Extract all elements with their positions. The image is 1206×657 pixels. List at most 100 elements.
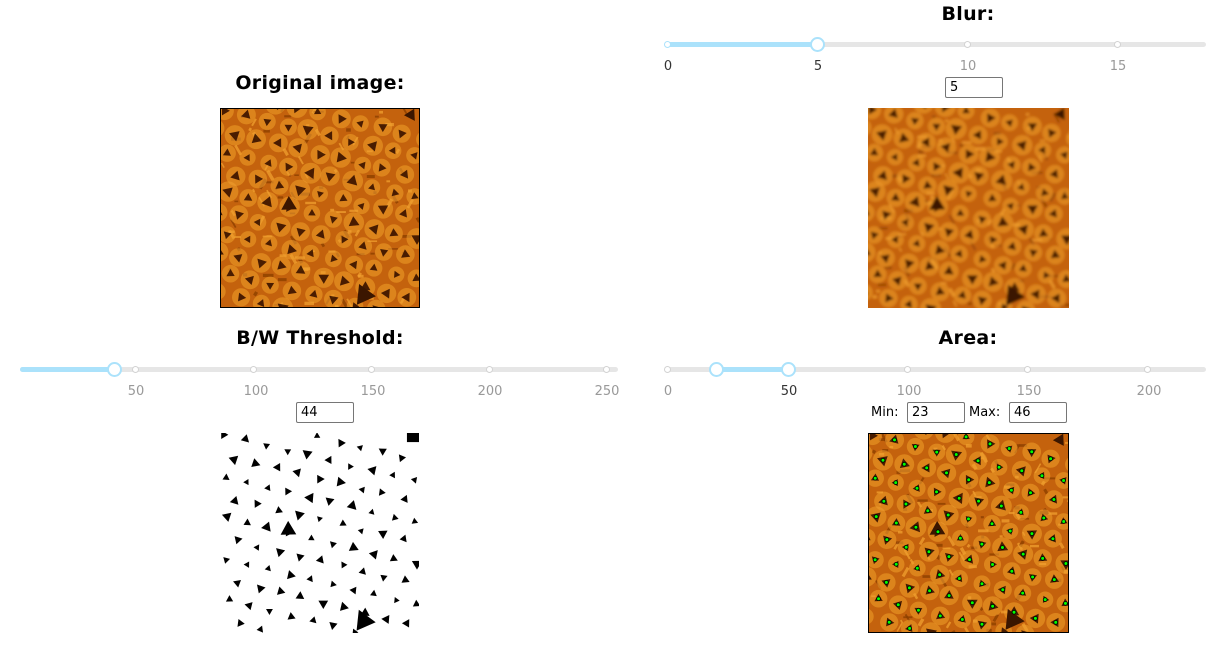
blur-slider-rail[interactable] [668,42,1206,47]
bw-blob [410,477,418,484]
area-tick-label: 150 [1016,384,1042,399]
bw-blob [256,625,264,633]
blur-title: Blur: [941,3,995,25]
area-min-handle[interactable] [709,362,724,377]
bw-blob [349,586,357,595]
bw-blob [341,561,348,569]
detection-marker [904,545,908,549]
bw-blob [400,494,408,503]
detection-marker [904,502,908,506]
detection-marker [1031,575,1035,579]
detection-marker [1040,474,1044,478]
threshold-tick-label: 100 [243,384,269,399]
bw-blob [406,433,419,443]
threshold-tick-dot-50 [132,366,139,373]
detection-marker [1033,616,1037,620]
detection-marker [1054,620,1058,624]
bw-blob [229,496,239,505]
bw-blob [352,628,359,633]
detection-marker [894,562,898,566]
blur-slider[interactable]: 0 5 10 15 [664,30,1206,74]
detection-marker [958,536,962,540]
area-max-input[interactable] [1009,402,1067,423]
blur-slider-track[interactable] [668,42,818,47]
area-min-input[interactable] [907,402,965,423]
bw-blob [309,616,317,624]
detection-marker [936,530,940,534]
area-slider-rail[interactable] [668,367,1206,372]
blur-tick-dot-0 [664,41,671,48]
area-slider-track[interactable] [717,367,789,372]
bw-blob [412,599,419,607]
detection-marker [964,435,968,439]
bw-blob [401,619,410,628]
detection-marker [913,445,917,448]
detected-features-image [868,433,1069,633]
bw-blob [295,591,305,600]
bw-blob [357,528,364,535]
threshold-value-input[interactable] [296,402,354,423]
detection-marker [1043,598,1047,602]
bw-blob [287,612,296,620]
bw-blob [391,513,399,521]
bw-blob [389,554,398,562]
bw-blob [356,609,376,631]
threshold-slider-rail[interactable] [20,367,618,372]
bw-blob [317,516,323,523]
detection-marker [881,458,885,462]
texture-layer [221,109,419,307]
detection-marker [987,481,991,485]
area-range-slider[interactable]: 0 50 100 150 200 [664,355,1206,399]
detection-marker [988,442,992,446]
bw-blob [275,506,283,514]
area-max-handle[interactable] [781,362,796,377]
bw-blob [398,454,407,463]
bw-blob [381,615,390,624]
bw-blob [340,601,349,611]
detection-marker [896,603,900,607]
bw-blob [346,500,357,510]
threshold-tick-label: 250 [594,384,620,399]
detection-marker [991,563,995,566]
blur-slider-handle[interactable] [810,37,825,52]
detection-marker [935,490,939,494]
detection-marker [1029,491,1033,495]
bw-blob [287,570,296,580]
detection-marker [885,538,889,542]
detection-marker [999,504,1003,508]
detection-marker [946,513,950,517]
threshold-slider-handle[interactable] [107,362,122,377]
bw-blob [378,530,388,540]
bw-blob [243,479,249,486]
bw-blob [285,487,293,496]
detection-marker [1008,529,1012,533]
detection-marker [893,438,897,442]
bw-blob [306,575,313,583]
bw-blob [315,555,324,564]
detection-marker [928,589,932,593]
detection-marker [915,566,919,570]
bw-blob [348,463,354,470]
area-tick-label: 50 [780,384,798,399]
detection-marker [1062,479,1066,482]
detection-marker [954,453,958,456]
bw-blob [272,463,281,472]
bw-blob [276,548,286,558]
detection-marker [938,573,942,577]
bw-blob [339,519,347,526]
blur-value-input[interactable] [945,77,1003,98]
detection-marker [957,577,961,580]
area-tick-dot-0 [664,366,671,373]
threshold-slider-track[interactable] [20,367,115,372]
detection-marker [1051,537,1055,541]
detection-marker [960,618,964,621]
blurred-image [868,108,1069,308]
detection-marker [916,608,920,612]
detection-marker [944,471,948,475]
detection-marker [1062,520,1066,523]
bw-blob [221,512,232,522]
detection-marker [957,496,961,500]
detection-marker [1052,498,1056,501]
threshold-tick-label: 50 [127,384,145,399]
threshold-slider[interactable]: 50 100 150 200 250 [20,355,619,399]
